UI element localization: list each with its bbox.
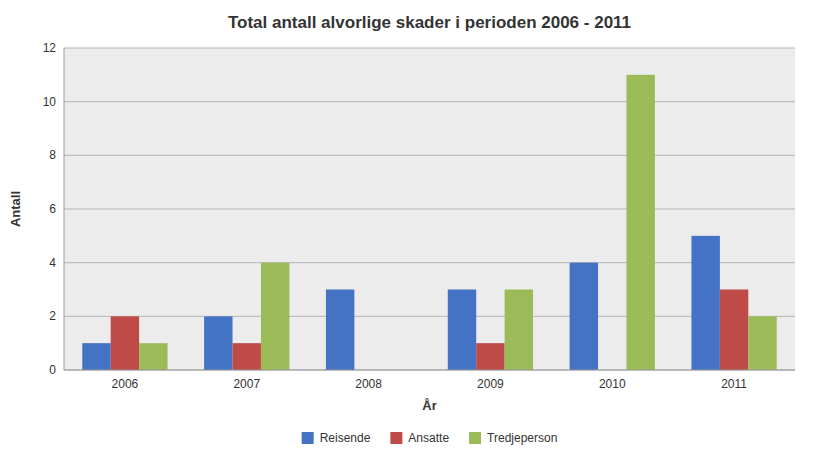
bar [476, 343, 504, 370]
x-axis-line [64, 370, 795, 371]
plot-area [64, 48, 795, 370]
bar [626, 75, 654, 370]
y-tick-label: 0 [49, 363, 56, 377]
x-tick-label: 2010 [599, 377, 626, 391]
bar [326, 290, 354, 371]
chart: 0 2 4 6 8 10 12 2006 2007 2008 2009 2010 2011 Total a… [0, 0, 819, 474]
grid-line [64, 316, 795, 317]
y-tick-label: 4 [49, 256, 56, 270]
x-tick-label: 2008 [355, 377, 382, 391]
title: Total antall alvorlige skader i perioden… [228, 13, 631, 32]
legend-swatch [469, 432, 481, 444]
y-axis-line [64, 48, 65, 370]
bar [570, 263, 598, 370]
bars [82, 75, 776, 370]
grid-line [64, 209, 795, 210]
legend-label: Tredjeperson [487, 431, 557, 445]
grid-line [64, 262, 795, 263]
x-axis-label: År [422, 398, 436, 413]
bar [748, 316, 776, 370]
y-axis-label: Antall [8, 191, 23, 227]
y-tick-label: 12 [43, 41, 57, 55]
bar [204, 316, 232, 370]
x-tick-label: 2007 [233, 377, 260, 391]
x-tick-label: 2011 [721, 377, 747, 391]
grid-line [64, 370, 795, 371]
y-tick-label: 8 [49, 148, 56, 162]
legend-swatch [302, 432, 314, 444]
x-tick-label: 2009 [477, 377, 504, 391]
legend: Reisende Ansatte Tredjeperson [302, 431, 558, 445]
legend-swatch [390, 432, 402, 444]
bar [720, 290, 748, 371]
grid-line [64, 101, 795, 102]
bar [139, 343, 167, 370]
grid-line [64, 155, 795, 156]
legend-label: Reisende [320, 431, 371, 445]
bar [261, 263, 289, 370]
x-tick-label: 2006 [112, 377, 139, 391]
grid-line [64, 48, 795, 49]
y-tick-label: 6 [49, 202, 56, 216]
bar [111, 316, 139, 370]
bar [448, 290, 476, 371]
bar [233, 343, 261, 370]
y-tick-label: 10 [43, 95, 57, 109]
bar [691, 236, 719, 370]
y-tick-label: 2 [49, 309, 56, 323]
bar [505, 290, 533, 371]
legend-label: Ansatte [408, 431, 449, 445]
bar [82, 343, 110, 370]
